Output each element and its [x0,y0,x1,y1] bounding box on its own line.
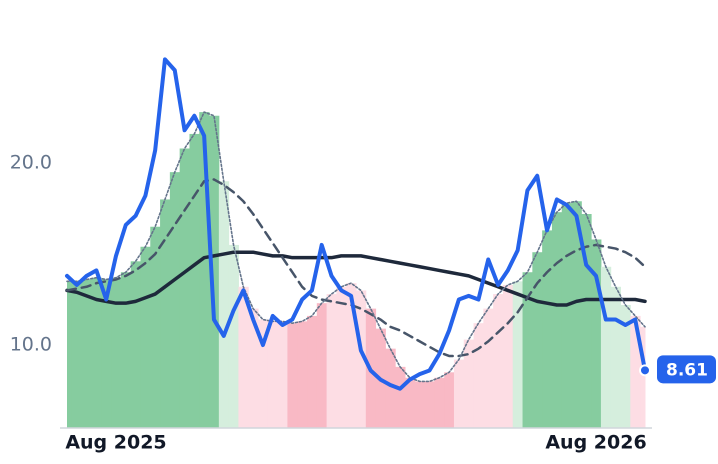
bar [620,304,631,428]
bar [463,339,475,428]
bar [101,279,112,428]
bar [630,315,641,428]
bar [277,321,288,428]
bar [199,112,210,428]
bar [532,252,543,428]
bar [120,272,132,428]
bar [473,323,484,428]
bar [640,326,646,428]
bar [67,281,73,428]
bar [444,372,455,428]
bar [297,321,308,428]
x-tick-label: Aug 2026 [545,432,646,454]
bar [571,201,582,428]
bar [326,294,337,428]
bar [483,308,494,428]
bar [414,381,426,428]
bar [111,277,122,428]
bar [91,277,102,428]
bar [591,239,602,428]
bar [150,226,161,428]
bar [287,323,298,428]
bar [130,261,141,428]
bar [346,283,357,428]
bar [493,294,504,428]
bar [561,203,573,428]
bar [356,290,367,428]
line [65,57,647,391]
y-tick-label: 20.0 [10,152,52,174]
bar [218,181,230,428]
bar [189,133,200,428]
bar [258,319,269,428]
bar [209,115,220,429]
bar [551,212,563,428]
bar [71,281,83,428]
value-badge [657,355,716,384]
bar [434,377,445,428]
bar [610,286,622,428]
bar [522,272,533,428]
bar [81,279,92,428]
bar [169,172,181,428]
bar [238,286,249,428]
bar [307,315,318,428]
bar [542,230,553,428]
x-tick-label: Aug 2025 [65,432,166,454]
bar [140,246,151,428]
bar [453,359,465,428]
bar [179,148,190,428]
line [65,250,647,307]
bar [228,244,239,428]
bar [424,381,435,428]
last-point [639,364,651,377]
bar [267,321,279,428]
bar [316,303,328,428]
value-label: 8.61 [666,360,708,380]
bar [385,348,396,428]
bar [600,266,612,428]
bar [404,377,416,428]
bar [160,199,171,428]
bar [502,284,514,428]
line [65,178,647,358]
bar [395,366,406,428]
bar [512,281,524,428]
bar [248,308,259,428]
bar [581,214,592,428]
bar [336,286,347,428]
y-tick-label: 10.0 [10,334,52,356]
